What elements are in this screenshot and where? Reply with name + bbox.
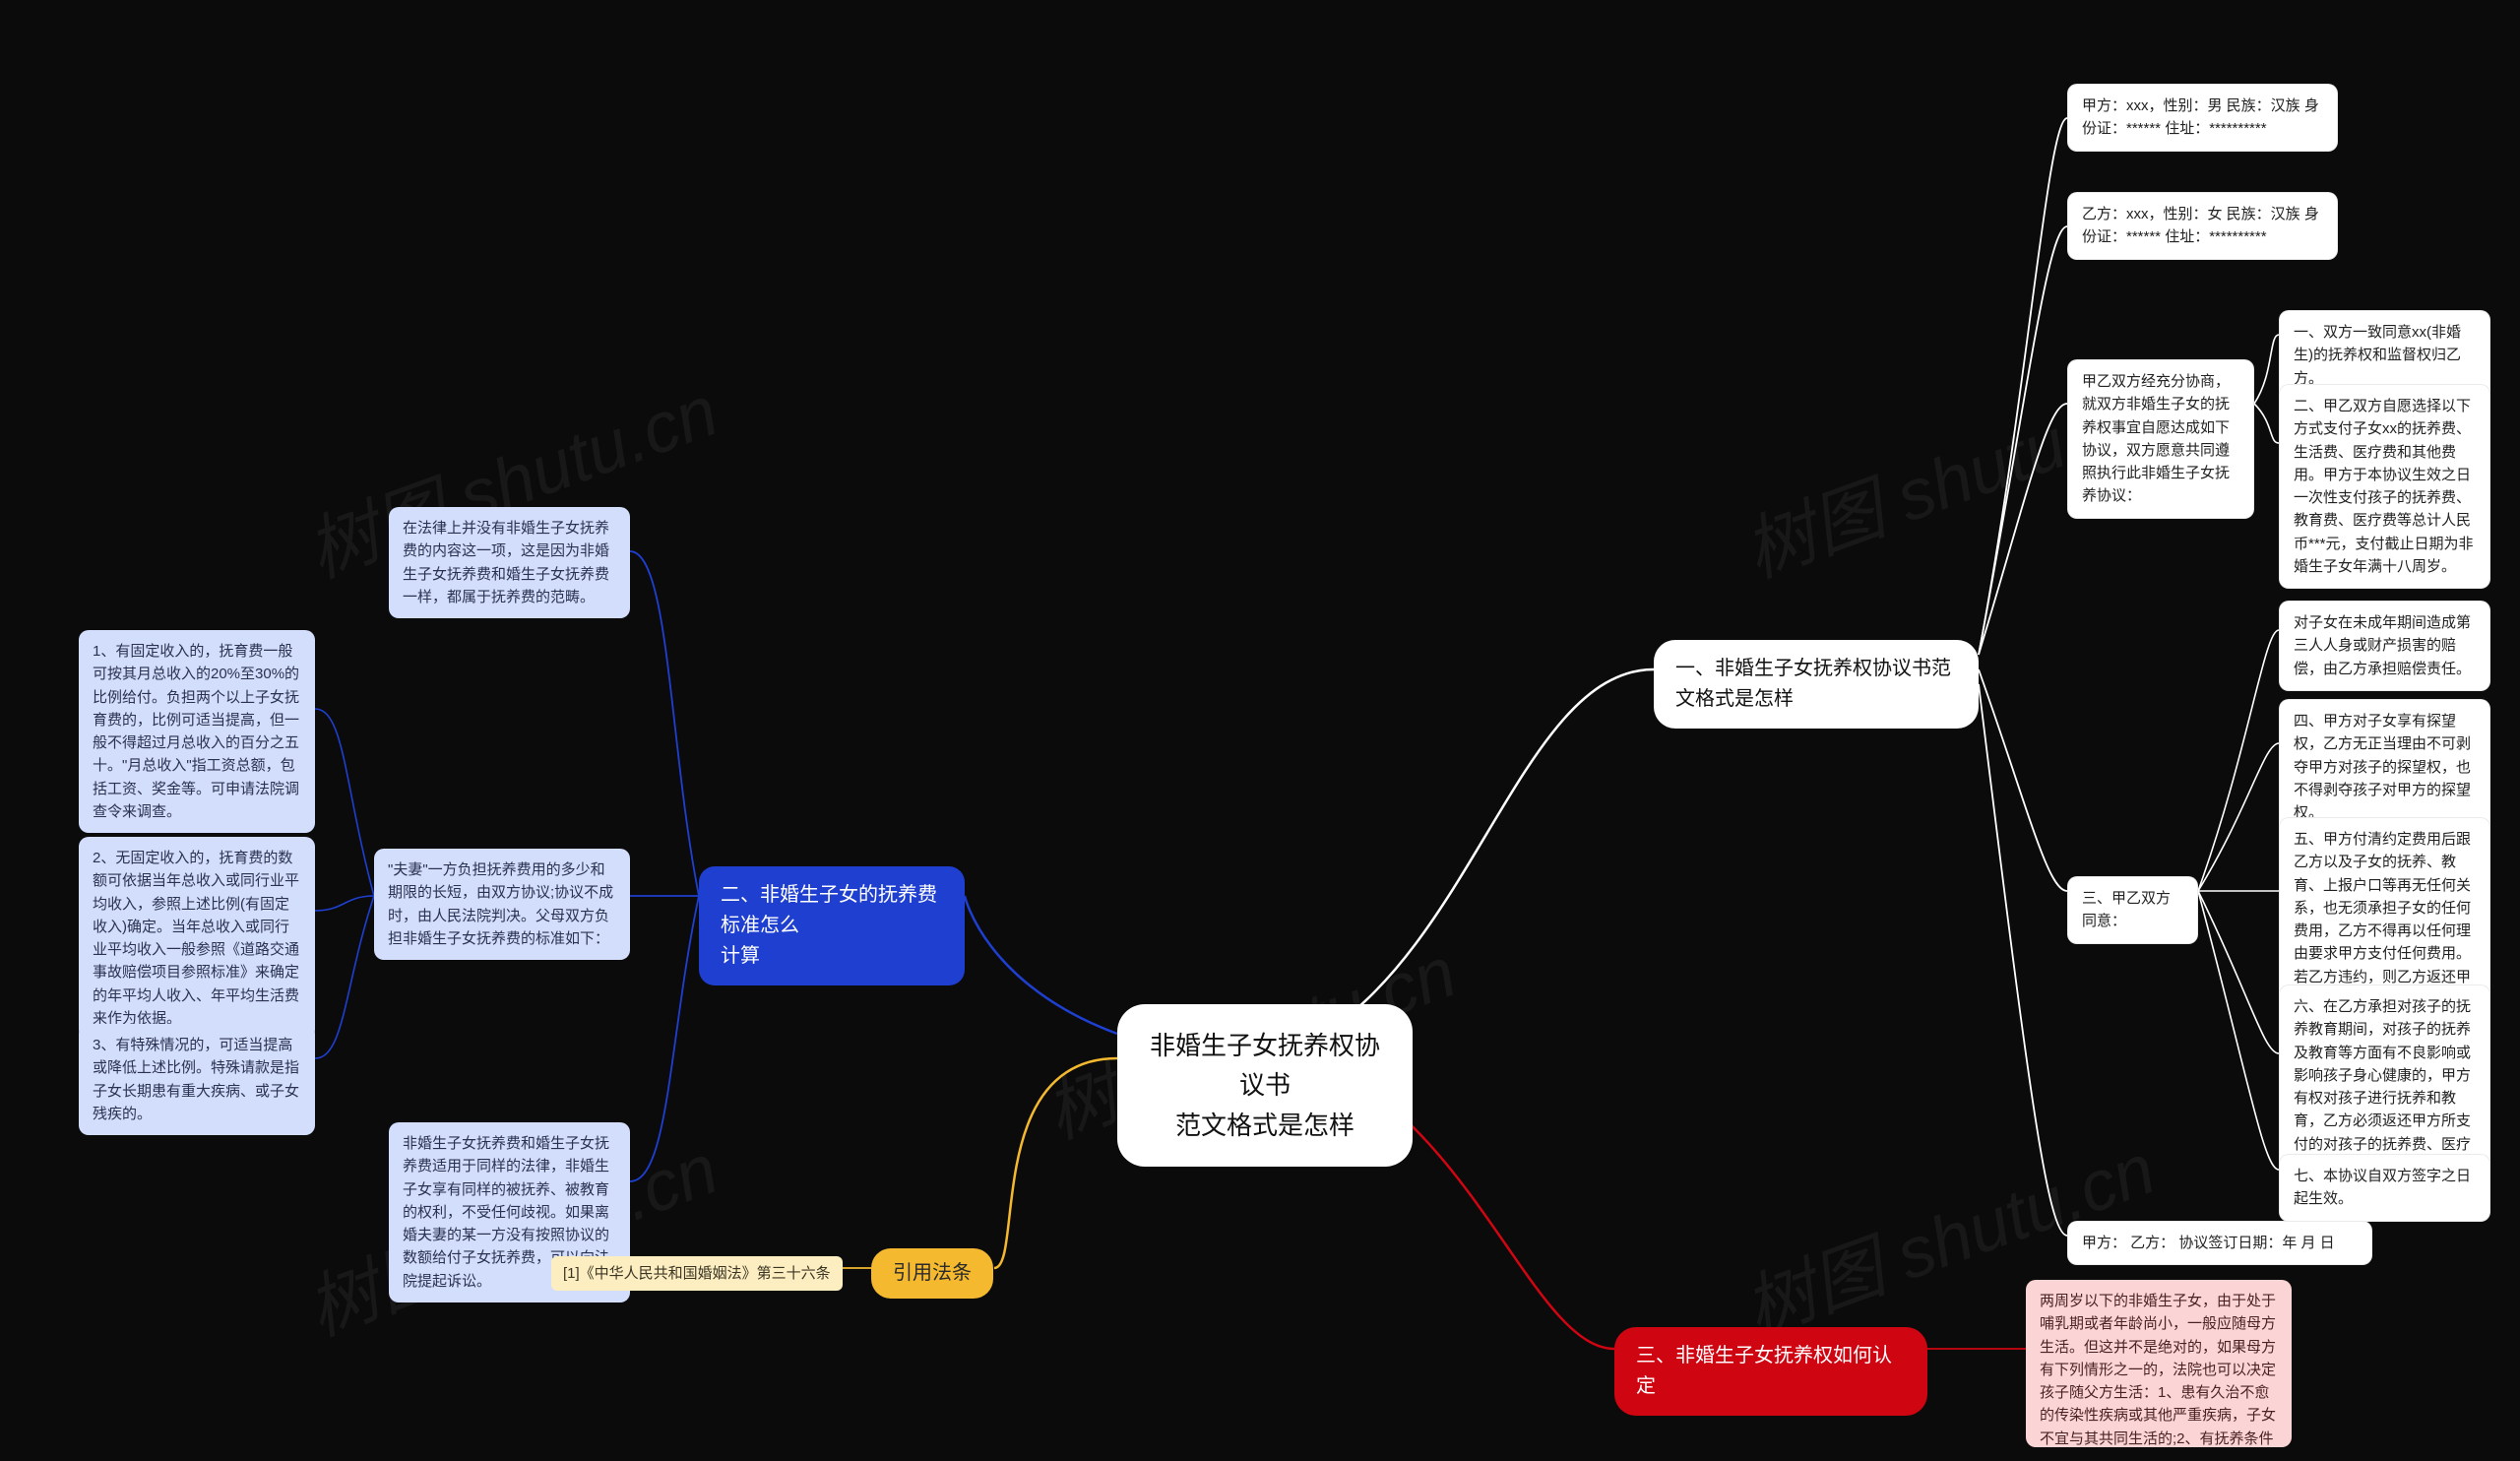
node-b2-c2[interactable]: 2、无固定收入的，抚育费的数额可依据当年总收入或同行业平均收入，参照上述比例(有…: [79, 837, 315, 1040]
node-clause-2-text: 二、甲乙双方自愿选择以下方式支付子女xx的抚养费、生活费、医疗费和其他费用。甲方…: [2294, 398, 2474, 575]
node-b2-mid[interactable]: "夫妻"一方负担抚养费用的多少和期限的长短，由双方协议;协议不成时，由人民法院判…: [374, 849, 630, 960]
node-b2-c3[interactable]: 3、有特殊情况的，可适当提高或降低上述比例。特殊请款是指子女长期患有重大疾病、或…: [79, 1024, 315, 1135]
node-cite[interactable]: [1]《中华人民共和国婚姻法》第三十六条: [551, 1256, 843, 1291]
node-cite-text: [1]《中华人民共和国婚姻法》第三十六条: [563, 1265, 831, 1282]
node-b4-body[interactable]: 两周岁以下的非婚生子女，由于处于哺乳期或者年龄尚小，一般应随母方生活。但这并不是…: [2026, 1280, 2292, 1447]
branch-4-label: 三、非婚生子女抚养权如何认定: [1636, 1345, 1892, 1397]
node-b2-mid-text: "夫妻"一方负担抚养费用的多少和期限的长短，由双方协议;协议不成时，由人民法院判…: [388, 861, 613, 947]
node-clause-2[interactable]: 二、甲乙双方自愿选择以下方式支付子女xx的抚养费、生活费、医疗费和其他费用。甲方…: [2279, 384, 2490, 589]
node-three-2[interactable]: 四、甲方对子女享有探望权，乙方无正当理由不可剥夺甲方对孩子的探望权，也不得剥夺孩…: [2279, 699, 2490, 835]
node-three-2-text: 四、甲方对子女享有探望权，乙方无正当理由不可剥夺甲方对孩子的探望权，也不得剥夺孩…: [2294, 713, 2471, 821]
root-line2: 范文格式是怎样: [1147, 1106, 1383, 1145]
node-intro-text: 甲乙双方经充分协商，就双方非婚生子女的抚养权事宜自愿达成如下协议，双方愿意共同遵…: [2082, 373, 2230, 504]
node-party-b-text: 乙方：xxx，性别：女 民族：汉族 身份证：****** 住址：********…: [2082, 206, 2319, 245]
node-party-b[interactable]: 乙方：xxx，性别：女 民族：汉族 身份证：****** 住址：********…: [2067, 192, 2338, 260]
branch-2-line2: 计算: [721, 941, 943, 972]
node-three-label[interactable]: 三、甲乙双方同意：: [2067, 876, 2198, 944]
branch-3[interactable]: 引用法条: [871, 1248, 993, 1299]
node-b2-top[interactable]: 在法律上并没有非婚生子女抚养费的内容这一项，这是因为非婚生子女抚养费和婚生子女抚…: [389, 507, 630, 618]
root-node[interactable]: 非婚生子女抚养权协议书 范文格式是怎样: [1117, 1004, 1413, 1167]
node-party-a-text: 甲方：xxx，性别：男 民族：汉族 身份证：****** 住址：********…: [2082, 97, 2319, 137]
branch-2[interactable]: 二、非婚生子女的抚养费标准怎么 计算: [699, 866, 965, 985]
branch-3-label: 引用法条: [893, 1262, 972, 1284]
root-line1: 非婚生子女抚养权协议书: [1147, 1026, 1383, 1106]
node-three-label-text: 三、甲乙双方同意：: [2082, 890, 2171, 929]
node-sign[interactable]: 甲方： 乙方： 协议签订日期：年 月 日: [2067, 1221, 2372, 1265]
node-b4-body-text: 两周岁以下的非婚生子女，由于处于哺乳期或者年龄尚小，一般应随母方生活。但这并不是…: [2040, 1293, 2276, 1447]
branch-2-line1: 二、非婚生子女的抚养费标准怎么: [721, 880, 943, 941]
branch-1-label: 一、非婚生子女抚养权协议书范文格式是怎样: [1675, 658, 1951, 710]
node-three-5[interactable]: 七、本协议自双方签字之日起生效。: [2279, 1154, 2490, 1222]
node-three-5-text: 七、本协议自双方签字之日起生效。: [2294, 1168, 2471, 1207]
branch-4[interactable]: 三、非婚生子女抚养权如何认定: [1614, 1327, 1927, 1416]
node-clause-1-text: 一、双方一致同意xx(非婚生)的抚养权和监督权归乙方。: [2294, 324, 2461, 387]
node-three-1-text: 对子女在未成年期间造成第三人人身或财产损害的赔偿，由乙方承担赔偿责任。: [2294, 614, 2471, 677]
mindmap-canvas: 树图 shutu.cn 树图 shutu.cn 树图 shutu.cn 树图 s…: [0, 0, 2520, 1461]
node-b2-c2-text: 2、无固定收入的，抚育费的数额可依据当年总收入或同行业平均收入，参照上述比例(有…: [93, 850, 299, 1027]
node-b2-c1-text: 1、有固定收入的，抚育费一般可按其月总收入的20%至30%的比例给付。负担两个以…: [93, 643, 299, 820]
node-b2-top-text: 在法律上并没有非婚生子女抚养费的内容这一项，这是因为非婚生子女抚养费和婚生子女抚…: [403, 520, 609, 605]
node-three-1[interactable]: 对子女在未成年期间造成第三人人身或财产损害的赔偿，由乙方承担赔偿责任。: [2279, 601, 2490, 691]
node-b2-c3-text: 3、有特殊情况的，可适当提高或降低上述比例。特殊请款是指子女长期患有重大疾病、或…: [93, 1037, 299, 1122]
node-sign-text: 甲方： 乙方： 协议签订日期：年 月 日: [2082, 1235, 2335, 1251]
node-intro[interactable]: 甲乙双方经充分协商，就双方非婚生子女的抚养权事宜自愿达成如下协议，双方愿意共同遵…: [2067, 359, 2254, 519]
node-party-a[interactable]: 甲方：xxx，性别：男 民族：汉族 身份证：****** 住址：********…: [2067, 84, 2338, 152]
branch-1[interactable]: 一、非婚生子女抚养权协议书范文格式是怎样: [1654, 640, 1979, 729]
node-b2-c1[interactable]: 1、有固定收入的，抚育费一般可按其月总收入的20%至30%的比例给付。负担两个以…: [79, 630, 315, 833]
node-three-4-text: 六、在乙方承担对孩子的抚养教育期间，对孩子的抚养及教育等方面有不良影响或影响孩子…: [2294, 998, 2471, 1175]
